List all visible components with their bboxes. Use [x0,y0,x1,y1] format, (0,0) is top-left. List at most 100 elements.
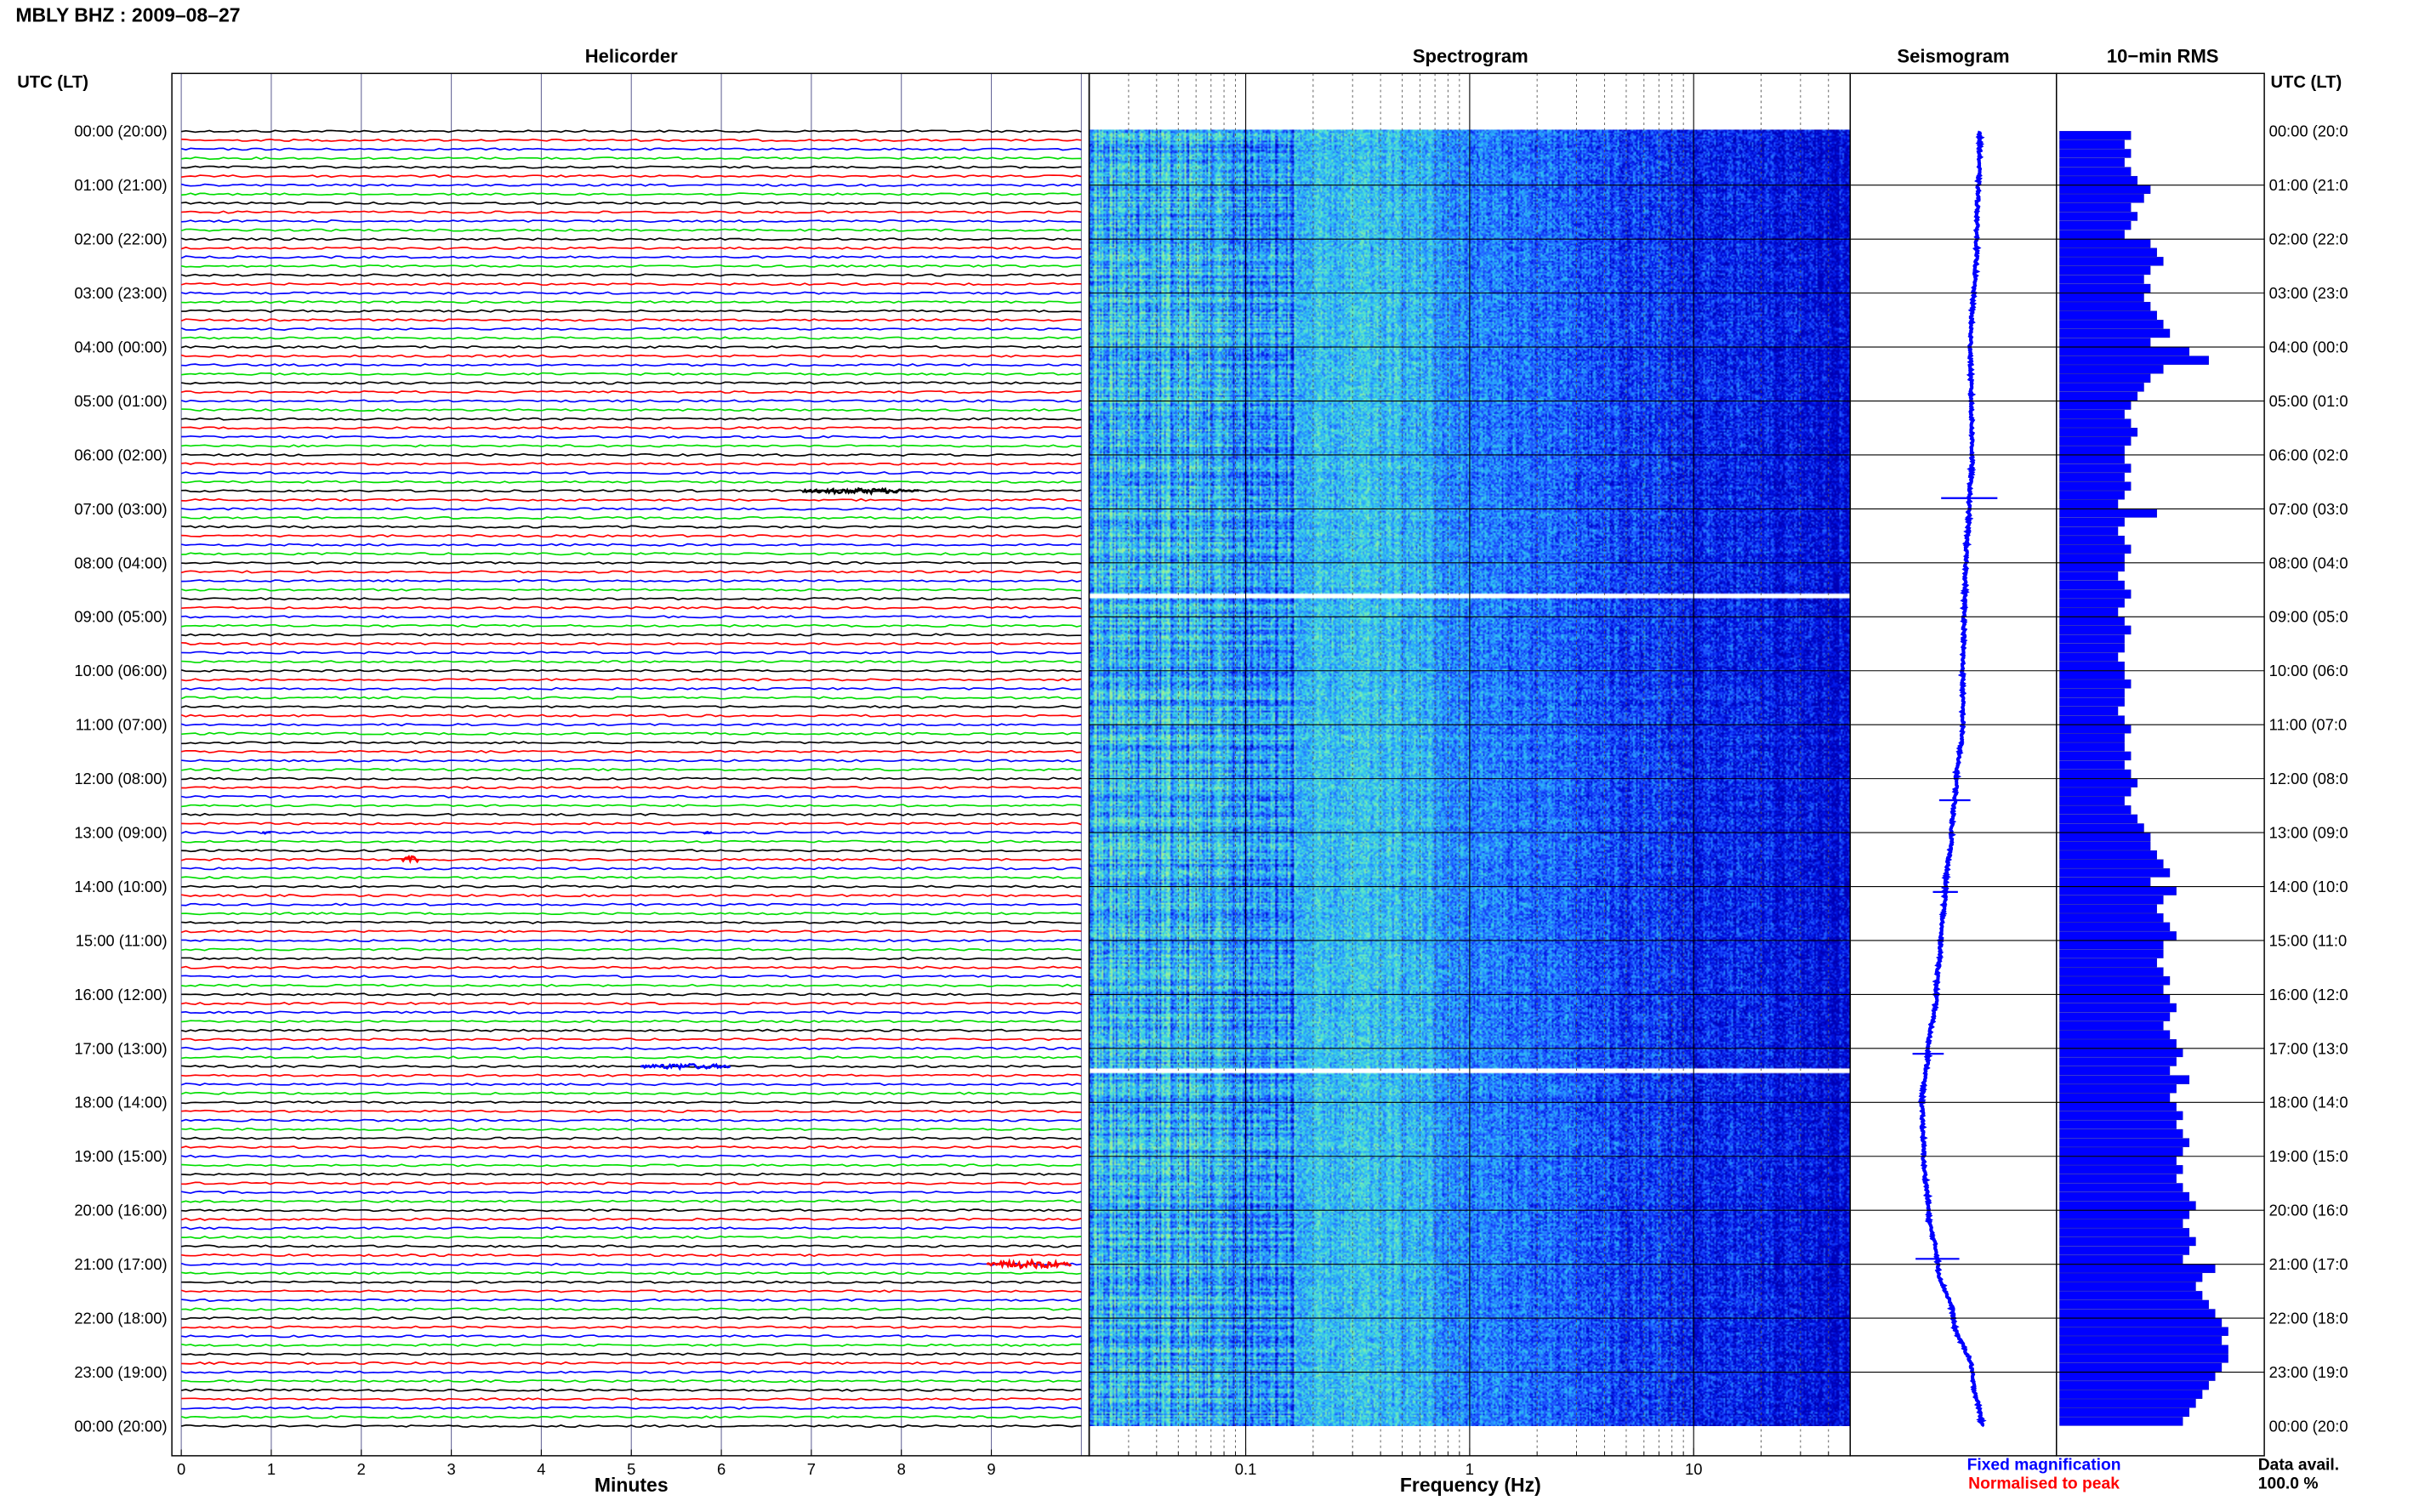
seismogram-title: Seismogram [1897,45,2009,66]
helicorder-trace [181,884,1082,889]
helicorder-trace [181,651,1082,655]
rms-bar [2059,1210,2190,1219]
rms-bar [2059,230,2125,239]
helicorder-trace [181,497,1082,502]
helicorder-trace [180,318,1082,322]
time-label-right: 13:00 (09:0 [2269,824,2348,842]
rms-bar [2059,922,2171,932]
helicorder-trace [181,605,1082,610]
helicorder-xtick-label: 1 [267,1460,276,1478]
time-label-right: 16:00 (12:0 [2269,986,2348,1003]
helicorder-event [262,830,271,835]
helicorder-xtick-label: 0 [177,1460,185,1478]
helicorder-trace [180,678,1082,682]
rms-bar [2059,1165,2183,1174]
helicorder-trace [181,920,1082,924]
helicorder-trace [180,399,1082,403]
helicorder-trace [181,741,1082,745]
rms-bar [2059,1254,2183,1265]
time-label-right: 01:00 (21:0 [2269,176,2348,194]
rms-bar [2059,1299,2209,1310]
helicorder-trace [181,1379,1082,1384]
helicorder-xtick-label: 6 [717,1460,726,1478]
time-label-left: 01:00 (21:00) [74,176,167,194]
rms-bar [2059,1102,2177,1111]
helicorder-trace [180,327,1082,331]
helicorder-trace [180,345,1082,350]
helicorder-trace [181,597,1082,601]
helicorder-trace [181,642,1082,646]
rms-bar [2059,715,2125,725]
rms-bar [2059,175,2138,185]
rms-bar [2059,1030,2171,1039]
helicorder-trace [181,1352,1082,1356]
rms-bar [2059,832,2151,842]
data-avail-label: Data avail. [2258,1456,2339,1474]
helicorder-trace [181,560,1082,565]
helicorder-trace [181,1316,1082,1321]
rms-bar [2059,607,2119,617]
time-label-left: 14:00 (10:00) [74,878,167,895]
spectrogram-xtick-label: 10 [1685,1460,1702,1478]
helicorder-trace [181,525,1082,529]
time-label-right: 15:00 (11:0 [2269,931,2348,949]
rms-bar [2059,1075,2190,1084]
helicorder-trace [181,992,1082,997]
helicorder-trace [180,381,1082,385]
helicorder-trace [180,543,1082,547]
rms-bar [2059,283,2151,293]
helicorder-trace [181,975,1082,979]
helicorder-xtick-label: 9 [987,1460,995,1478]
rms-bar [2059,725,2132,734]
helicorder-trace [180,156,1082,161]
rms-bar [2059,517,2125,527]
helicorder-trace [180,183,1082,187]
rms-bar [2059,157,2125,168]
rms-bar [2059,1183,2183,1192]
helicorder-trace [180,1289,1082,1293]
rms-bar [2059,1291,2203,1300]
rms-bar [2059,1146,2183,1157]
rms-bar [2059,149,2132,158]
helicorder-trace [180,1028,1082,1032]
helicorder-trace [181,408,1082,412]
helicorder-trace [180,1217,1082,1221]
helicorder-trace [180,1262,1082,1266]
rms-bar [2059,1264,2216,1273]
rms-bar [2059,526,2119,536]
rms-bar [2059,1191,2190,1202]
rms-bar [2059,1417,2183,1426]
rms-bar [2059,1020,2164,1031]
helicorder-frame [171,72,1090,1457]
helicorder-trace [180,713,1082,718]
spectrogram-xlabel: Frequency (Hz) [1400,1474,1541,1496]
rms-bar [2059,554,2125,563]
time-label-right: 04:00 (00:0 [2269,338,2348,356]
helicorder-trace [181,849,1082,853]
helicorder-trace [180,857,1082,861]
helicorder-trace [181,1397,1082,1401]
helicorder-xlabel: Minutes [595,1474,669,1496]
rms-bar [2059,931,2177,941]
time-label-right: 17:00 (13:0 [2269,1039,2348,1057]
time-label-right: 06:00 (02:0 [2269,446,2348,463]
time-label-left: 10:00 (06:00) [74,662,167,679]
helicorder-trace [180,839,1082,844]
time-label-left: 12:00 (08:00) [74,770,167,787]
rms-bar [2059,859,2164,869]
helicorder-trace [181,1172,1082,1176]
helicorder-xtick-label: 3 [447,1460,455,1478]
rms-bar [2059,787,2132,797]
helicorder-trace [181,731,1082,736]
helicorder-event [401,855,420,865]
helicorder-xtick-label: 2 [357,1460,366,1478]
rms-bar [2059,1246,2190,1255]
rms-bar [2059,535,2125,545]
helicorder-trace [180,1154,1082,1158]
helicorder-trace [181,165,1082,169]
time-label-right: 03:00 (23:0 [2269,284,2348,302]
data-avail-value: 100.0 % [2258,1475,2319,1492]
helicorder-trace [181,372,1082,376]
rms-bar [2059,472,2125,482]
rms-bar [2059,652,2119,662]
